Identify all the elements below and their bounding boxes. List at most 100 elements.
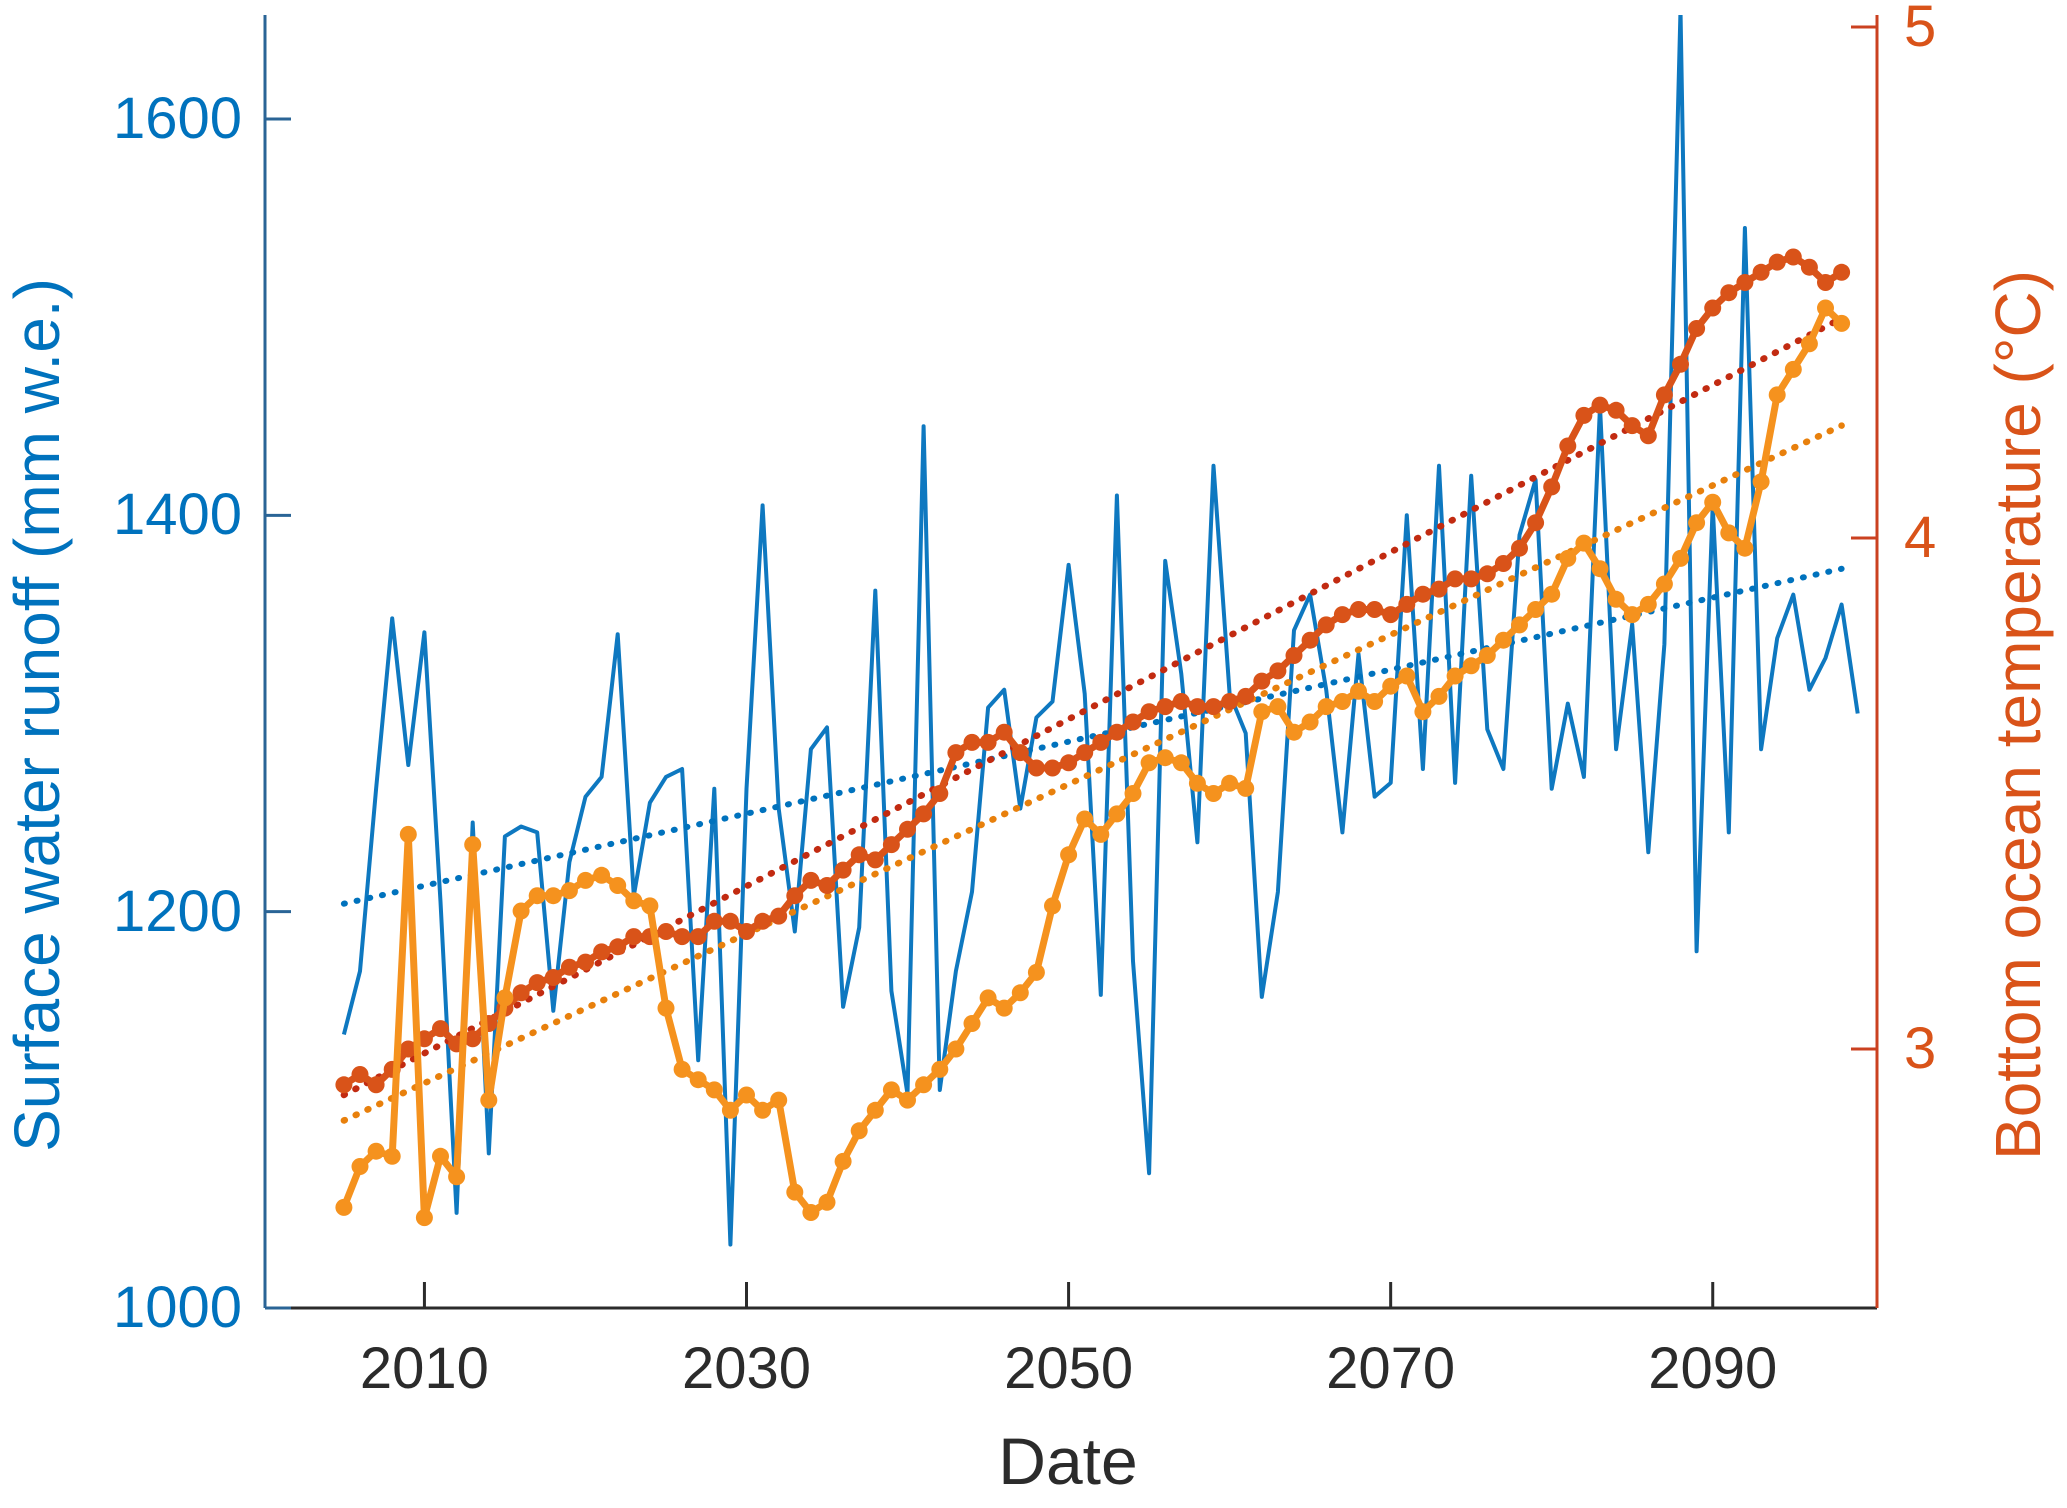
bottom-ocean-temperature-light-marker [1269,698,1287,716]
x-tick-label: 2090 [1648,1336,1778,1401]
bottom-ocean-temperature-dark-marker [1527,514,1545,532]
bottom-ocean-temperature-light-marker [770,1091,788,1109]
bottom-ocean-temperature-dark-marker [1011,744,1029,762]
bottom-ocean-temperature-light-marker [1672,549,1689,567]
bottom-ocean-temperature-light-marker [1060,846,1078,864]
bottom-ocean-temperature-light-marker [721,1101,739,1119]
bottom-ocean-temperature-light-marker [480,1091,498,1109]
bottom-ocean-temperature-dark-marker [1156,698,1174,716]
bottom-ocean-temperature-dark-marker [786,887,804,905]
bottom-ocean-temperature-dark-marker [1736,274,1754,291]
bottom-ocean-temperature-light-marker [738,1086,755,1104]
y-left-tick-label: 1400 [112,482,242,548]
bottom-ocean-temperature-light-marker [1301,713,1319,731]
bottom-ocean-temperature-dark-marker [850,846,868,864]
bottom-ocean-temperature-light-marker [931,1060,949,1078]
bottom-ocean-temperature-dark-marker [1044,759,1061,777]
x-axis-label: Date [998,1424,1138,1498]
y-axis-right-label: Bottom ocean temperature (°C) [1982,270,2054,1160]
bottom-ocean-temperature-dark-marker [625,928,643,946]
bottom-ocean-temperature-dark-marker [351,1066,369,1083]
bottom-ocean-temperature-dark-marker [1559,437,1577,455]
runoff-trend [340,565,1845,907]
bottom-ocean-temperature-light-marker [1833,314,1851,332]
bottom-ocean-temperature-light-marker [1333,693,1351,710]
bottom-ocean-temperature-dark-marker [1092,733,1110,751]
bottom-ocean-temperature-light-marker [705,1081,723,1099]
bottom-ocean-temperature-dark-marker [1285,647,1303,664]
bottom-ocean-temperature-light-marker [979,989,997,1007]
bottom-ocean-temperature-light-marker [754,1101,772,1119]
bottom-ocean-temperature-dark-marker [609,938,627,956]
bottom-ocean-temperature-dark-marker [899,820,916,838]
bottom-ocean-temperature-dark-marker [1398,595,1416,613]
bottom-ocean-temperature-dark-marker [1672,355,1689,373]
bottom-ocean-temperature-dark-marker [544,969,562,986]
bottom-ocean-temperature-dark-marker [1575,406,1593,424]
bottom-ocean-temperature-dark-marker [1205,698,1222,716]
bottom-ocean-temperature-dark-marker [866,851,884,869]
bottom-ocean-temperature-dark-marker [399,1040,417,1058]
bottom-ocean-temperature-dark-marker [1430,580,1448,598]
bottom-ocean-temperature-dark-marker [1333,606,1351,624]
bottom-ocean-temperature-dark-marker [1494,555,1512,572]
bottom-ocean-temperature-light-marker [1044,897,1061,915]
bottom-ocean-temperature-dark-marker [1221,693,1239,710]
bottom-ocean-temperature-light-marker [1817,299,1834,317]
bottom-ocean-temperature-light-marker [802,1204,820,1221]
bottom-ocean-temperature-light-marker [1172,754,1190,772]
bottom-ocean-temperature-dark-marker [995,723,1013,741]
bottom-ocean-temperature-light-marker [1237,779,1255,797]
bottom-ocean-temperature-dark-marker [464,1030,482,1048]
bottom-ocean-temperature-light-marker [593,866,611,884]
bottom-ocean-temperature-light-marker [1688,514,1706,532]
bottom-ocean-temperature-light-marker [947,1040,965,1058]
bottom-ocean-temperature-light-marker [963,1015,981,1032]
bottom-ocean-temperature-dark-marker [1350,601,1367,618]
bottom-ocean-temperature-light-marker [1559,549,1577,567]
bottom-ocean-temperature-dark-marker [432,1020,449,1038]
bottom-ocean-temperature-light-marker [1317,698,1335,716]
bottom-ocean-temperature-light-marker [351,1158,369,1175]
bottom-ocean-temperature-dark-marker [1172,693,1190,710]
bottom-ocean-temperature-dark-marker [1108,723,1126,741]
bottom-ocean-temperature-light-marker [1398,667,1416,685]
bottom-ocean-temperature-light-marker [577,871,594,889]
bottom-ocean-temperature-dark-marker [657,923,675,940]
y-right-tick-label: 3 [1904,1016,1937,1081]
bottom-ocean-temperature-light-marker [915,1076,933,1094]
bottom-ocean-temperature-dark-marker [1591,396,1609,414]
bottom-ocean-temperature-light-marker [1253,703,1271,721]
bottom-ocean-temperature-dark-marker [593,943,611,961]
bottom-ocean-temperature-dark-marker [577,953,594,971]
bottom-ocean-temperature-light-marker [1800,335,1818,353]
bottom-ocean-temperature-dark-marker [1784,248,1802,266]
bottom-ocean-temperature-light-marker [1591,560,1609,578]
bottom-ocean-temperature-light-marker [528,887,546,905]
bottom-ocean-temperature-dark-marker [963,733,981,751]
bottom-ocean-temperature-dark-marker [1382,606,1400,624]
x-tick-label: 2010 [359,1336,489,1401]
bottom-ocean-temperature-dark-marker [1140,703,1158,721]
bottom-ocean-temperature-light-marker [818,1193,836,1211]
bottom-ocean-temperature-dark-marker [818,877,836,894]
bottom-ocean-temperature-dark-marker [1446,570,1464,588]
bottom-ocean-temperature-dark-marker [673,928,691,946]
bottom-ocean-temperature-dark-marker [1366,601,1384,618]
bottom-ocean-temperature-dark-marker [1027,759,1045,777]
bottom-ocean-temperature-light-marker [866,1101,884,1119]
bottom-ocean-temperature-light-marker [464,836,482,854]
bottom-ocean-temperature-dark-marker [1639,427,1657,445]
bottom-ocean-temperature-light-marker [383,1147,401,1165]
bottom-ocean-temperature-dark-marker [1124,713,1142,731]
bottom-ocean-temperature-dark-marker [560,958,578,976]
bottom-ocean-temperature-light-marker [1011,984,1029,1002]
bottom-ocean-temperature-dark-marker [1833,263,1851,281]
bottom-ocean-temperature-light-marker [641,897,659,915]
bottom-ocean-temperature-light-marker [1076,810,1094,828]
bottom-ocean-temperature-light-marker [335,1198,353,1216]
x-tick-label: 2050 [1004,1336,1134,1401]
bottom-ocean-temperature-light-marker [625,892,643,910]
